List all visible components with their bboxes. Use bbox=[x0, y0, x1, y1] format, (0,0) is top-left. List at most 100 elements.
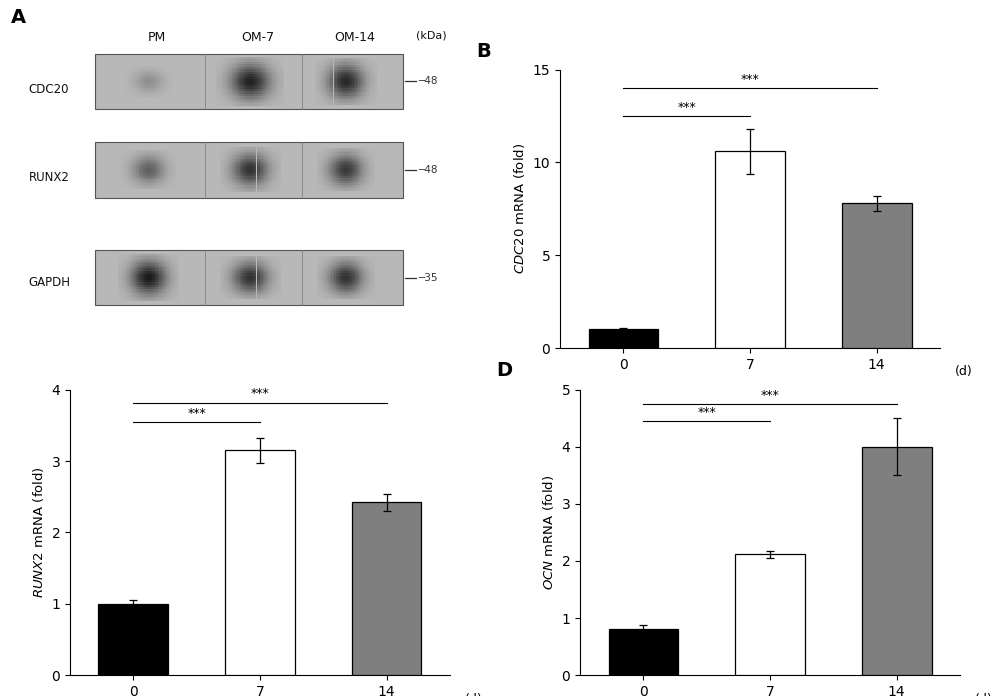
Bar bbox=[276, 67, 277, 69]
Bar bbox=[264, 271, 266, 274]
Bar bbox=[355, 286, 356, 289]
Bar bbox=[270, 280, 272, 282]
Bar bbox=[266, 267, 267, 269]
Bar bbox=[346, 291, 347, 293]
Bar bbox=[364, 65, 366, 68]
Bar bbox=[233, 179, 235, 181]
Bar bbox=[255, 148, 256, 150]
Bar bbox=[158, 152, 160, 154]
Bar bbox=[347, 88, 349, 91]
Bar bbox=[232, 260, 233, 262]
Bar bbox=[256, 154, 258, 157]
Bar bbox=[272, 190, 273, 192]
Bar bbox=[164, 254, 166, 256]
Bar bbox=[223, 291, 224, 293]
Bar bbox=[367, 103, 369, 105]
Bar bbox=[332, 86, 333, 88]
Bar bbox=[245, 57, 247, 59]
Bar bbox=[372, 174, 374, 176]
Bar bbox=[275, 152, 277, 154]
Bar bbox=[318, 293, 319, 295]
Bar bbox=[128, 94, 129, 95]
Bar bbox=[250, 269, 252, 271]
Bar bbox=[230, 256, 232, 258]
Bar bbox=[144, 81, 145, 83]
Bar bbox=[255, 267, 256, 269]
Bar bbox=[273, 176, 275, 179]
Bar bbox=[127, 299, 129, 301]
Bar bbox=[149, 183, 150, 185]
Bar bbox=[127, 156, 128, 158]
Bar bbox=[256, 282, 258, 284]
Bar bbox=[327, 269, 328, 271]
Bar bbox=[144, 89, 145, 90]
Bar bbox=[153, 152, 154, 154]
Bar bbox=[358, 86, 360, 88]
Bar bbox=[149, 285, 150, 287]
Bar bbox=[261, 59, 262, 62]
Bar bbox=[168, 170, 169, 172]
Bar bbox=[233, 174, 235, 176]
Bar bbox=[130, 89, 131, 90]
Bar bbox=[274, 57, 276, 59]
Bar bbox=[135, 256, 136, 259]
Bar bbox=[250, 84, 252, 86]
Bar bbox=[141, 66, 143, 68]
Bar bbox=[343, 260, 344, 262]
Bar bbox=[272, 77, 274, 79]
Bar bbox=[321, 185, 322, 187]
Bar bbox=[156, 81, 157, 83]
Bar bbox=[362, 291, 363, 293]
Bar bbox=[275, 264, 277, 267]
Bar bbox=[274, 101, 276, 104]
Bar bbox=[223, 79, 225, 81]
Bar bbox=[164, 290, 166, 292]
Bar bbox=[161, 256, 163, 259]
Bar bbox=[166, 276, 167, 278]
Bar bbox=[280, 286, 281, 289]
Bar bbox=[256, 161, 258, 163]
Bar bbox=[240, 271, 241, 274]
Bar bbox=[319, 174, 321, 176]
Bar bbox=[166, 287, 167, 290]
Bar bbox=[277, 72, 279, 74]
Bar bbox=[350, 258, 352, 260]
Bar bbox=[262, 67, 264, 69]
Bar bbox=[152, 271, 153, 273]
Bar bbox=[244, 64, 245, 67]
Bar bbox=[225, 91, 227, 94]
Bar bbox=[366, 297, 368, 299]
Bar bbox=[240, 179, 241, 181]
Bar bbox=[159, 271, 161, 273]
Bar bbox=[371, 297, 372, 299]
Bar bbox=[260, 181, 261, 183]
Bar bbox=[238, 168, 240, 170]
Bar bbox=[229, 185, 230, 187]
Bar bbox=[266, 282, 267, 284]
Bar bbox=[360, 98, 361, 100]
Bar bbox=[371, 176, 372, 178]
Bar bbox=[358, 152, 359, 155]
Bar bbox=[138, 256, 139, 259]
Bar bbox=[258, 258, 260, 260]
Bar bbox=[334, 274, 336, 276]
Bar bbox=[119, 264, 121, 266]
Bar bbox=[317, 172, 318, 174]
Bar bbox=[128, 173, 129, 175]
Bar bbox=[222, 88, 223, 91]
Bar bbox=[218, 57, 220, 59]
Bar bbox=[261, 274, 263, 276]
Bar bbox=[227, 88, 228, 91]
Bar bbox=[330, 72, 332, 74]
Bar bbox=[140, 72, 141, 74]
Bar bbox=[163, 273, 164, 276]
Bar bbox=[360, 86, 361, 88]
Bar bbox=[233, 91, 235, 94]
Bar bbox=[140, 88, 141, 89]
Bar bbox=[121, 285, 123, 287]
Bar bbox=[372, 271, 374, 274]
Bar bbox=[225, 79, 227, 81]
Bar bbox=[146, 187, 147, 189]
Bar bbox=[368, 269, 369, 271]
Bar bbox=[318, 159, 319, 161]
